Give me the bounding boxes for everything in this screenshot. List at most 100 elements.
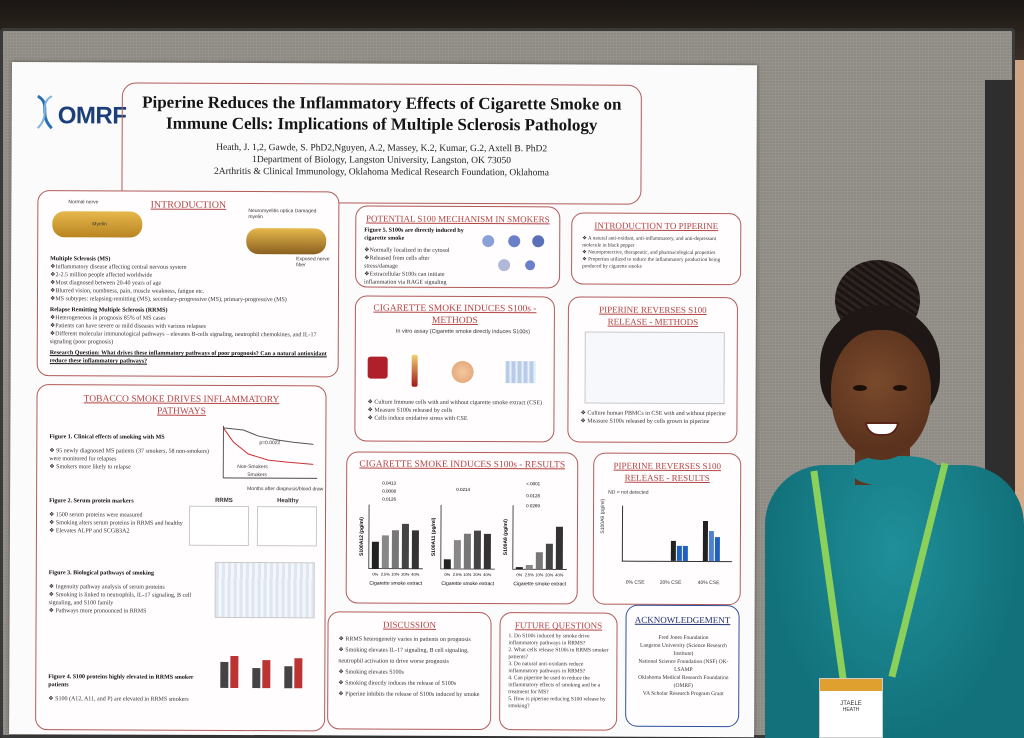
s100-bar xyxy=(381,535,389,569)
legend-item: Non-Smokers xyxy=(237,463,268,471)
legend-item: Smokers xyxy=(247,472,267,479)
y-axis-label: S100A8 (pg/ml) xyxy=(503,519,509,555)
title-box: Piperine Reduces the Inflammatory Effect… xyxy=(121,82,642,205)
fig-label: Myelin xyxy=(92,221,107,228)
pip-methods-heading: PIPERINE REVERSES S100 RELEASE - METHODS xyxy=(599,304,707,327)
damaged-nerve-image xyxy=(246,228,327,255)
tick-label: 2.5% xyxy=(525,572,535,577)
omrf-logo: OMRF xyxy=(57,102,127,130)
relapse-curve-chart xyxy=(222,425,318,479)
pip-bar xyxy=(702,521,709,562)
mechanism-text: Figure 5. S100s are directly induced by … xyxy=(364,227,464,286)
s100-bar xyxy=(391,530,399,569)
pip-bar xyxy=(676,545,682,561)
intro-piperine-heading: INTRODUCTION TO PIPERINE xyxy=(594,220,719,232)
pip-bar xyxy=(714,537,720,562)
x-axis-label: Cigarette smoke extract xyxy=(369,581,422,587)
pip-results-heading: PIPERINE REVERSES S100 RELEASE - RESULTS xyxy=(613,460,722,484)
pip-bar xyxy=(670,540,676,561)
pip-results-section: PIPERINE REVERSES S100 RELEASE - RESULTS… xyxy=(592,452,742,606)
note-text: ND = not detected xyxy=(608,489,649,496)
p-value-label: 0.0128 xyxy=(526,493,540,498)
x-axis-label: 0% CSE xyxy=(625,579,645,586)
dna-logo-icon xyxy=(36,94,53,130)
tick-label: 20% xyxy=(545,572,553,577)
s100-bar xyxy=(411,530,419,569)
cells-icon xyxy=(451,360,474,384)
s100-bar xyxy=(545,543,553,570)
tick-label: 40% xyxy=(483,572,491,577)
s100-bar xyxy=(371,541,379,569)
x-axis-label: Cigarette smoke extract xyxy=(441,581,494,587)
tick-label: 0% xyxy=(372,572,378,577)
introduction-section: INTRODUCTION Normal nerve Myelin Neuromy… xyxy=(36,190,340,378)
tick-label: 40% xyxy=(411,572,419,577)
blood-bag-icon xyxy=(367,356,388,379)
tick-label: 10% xyxy=(535,572,543,577)
y-axis-label: S100A11 (pg/ml) xyxy=(431,517,437,556)
s100-bar xyxy=(483,533,491,570)
fig1-text: Figure 1. Clinical effects of smoking wi… xyxy=(49,434,210,471)
authors: Heath, J. 1,2, Gawde, S. PhD2,Nguyen, A.… xyxy=(122,141,640,179)
tick-label: 20% xyxy=(473,572,481,577)
volcano-plot-rrms xyxy=(188,505,250,547)
s100-bar xyxy=(463,533,471,570)
plate-icon xyxy=(505,361,536,384)
p-value-label: <.0001 xyxy=(526,481,540,486)
research-poster: OMRF Piperine Reduces the Inflammatory E… xyxy=(9,62,757,738)
x-axis-label: Months after diagnosis/blood draw xyxy=(247,486,324,493)
p-value-label: 0.0269 xyxy=(526,503,540,508)
chart-axis xyxy=(512,505,567,570)
fig4-text: Figure 4. S100 proteins highly elevated … xyxy=(48,674,194,703)
name-badge: JTAELE HEATH xyxy=(819,678,883,738)
ack-heading: ACKNOWLEDGEMENT xyxy=(634,614,731,626)
tick-label: 10% xyxy=(391,572,399,577)
scatter-bar xyxy=(284,666,293,689)
scatter-bar xyxy=(220,661,229,688)
tick-label: 20% xyxy=(401,572,409,577)
poster-title: Piperine Reduces the Inflammatory Effect… xyxy=(142,92,622,135)
tick-label: 2.5% xyxy=(381,572,391,577)
p-value-label: 0.0126 xyxy=(382,497,396,502)
s100-charts-svg: 0% 2.5% 10% 20% 40%S100A12 (pg/ml)Cigarette … xyxy=(359,481,567,587)
scatter-bar xyxy=(230,655,239,688)
x-axis-label: 20% CSE xyxy=(659,579,682,586)
fig-label: Neuromyelitis optica Damaged myelin xyxy=(248,208,317,221)
face xyxy=(831,330,931,460)
future-questions-section: FUTURE QUESTIONS 1. Do S100s induced by … xyxy=(499,612,618,731)
pip-methods-diagram xyxy=(584,331,725,405)
s100-bar xyxy=(525,564,533,570)
intro-piperine-section: INTRODUCTION TO PIPERINE ❖ A natural ant… xyxy=(571,212,742,286)
p-value: p=0.0022 xyxy=(259,440,281,447)
s100-scatter-plots xyxy=(216,638,316,689)
s100-bar-charts: 0% 2.5% 10% 20% 40% S100A12 (pg/ml) Cigarette … xyxy=(355,477,576,600)
fig-label: Normal nerve xyxy=(68,199,99,206)
piperine-text: ❖ A natural anti-oxidant, anti-inflammat… xyxy=(582,235,721,270)
s100-bar xyxy=(401,523,409,569)
pip-bar xyxy=(682,545,688,561)
tick-label: 0% xyxy=(444,572,450,577)
discussion-text: ❖ RRMS heterogeneity varies in patients … xyxy=(338,636,480,699)
pip-bar xyxy=(708,531,714,562)
acknowledgement-section: ACKNOWLEDGEMENT Fred Jones Foundation La… xyxy=(625,604,740,728)
pip-methods-section: PIPERINE REVERSES S100 RELEASE - METHODS… xyxy=(567,296,738,444)
pip-chart-axes xyxy=(621,505,733,563)
y-axis-label: S100A12 (pg/ml) xyxy=(359,517,365,556)
tick-label: 0% xyxy=(516,572,522,577)
discussion-section: DISCUSSION ❖ RRMS heterogeneity varies i… xyxy=(327,611,492,731)
ack-text: Fred Jones Foundation Langston Universit… xyxy=(638,634,729,698)
tick-label: 10% xyxy=(463,572,471,577)
mechanism-heading: POTENTIAL S100 MECHANISM IN SMOKERS xyxy=(365,213,550,225)
eye xyxy=(853,385,867,391)
s100-bar xyxy=(473,530,481,570)
x-axis-label: Cigarette smoke extract xyxy=(513,581,566,587)
cs-methods-text: ❖ Culture Immune cells with and without … xyxy=(367,399,543,422)
volcano-label: RRMS xyxy=(215,497,233,504)
pathway-heatmap xyxy=(214,561,315,619)
cs-results-heading: CIGARETTE SMOKE INDUCES S100s - RESULTS xyxy=(359,459,566,471)
badge-name: JTAELE HEATH xyxy=(840,701,862,713)
discussion-heading: DISCUSSION xyxy=(383,619,437,630)
s100-bar xyxy=(453,540,461,569)
p-value-label: 0.0008 xyxy=(382,489,396,494)
